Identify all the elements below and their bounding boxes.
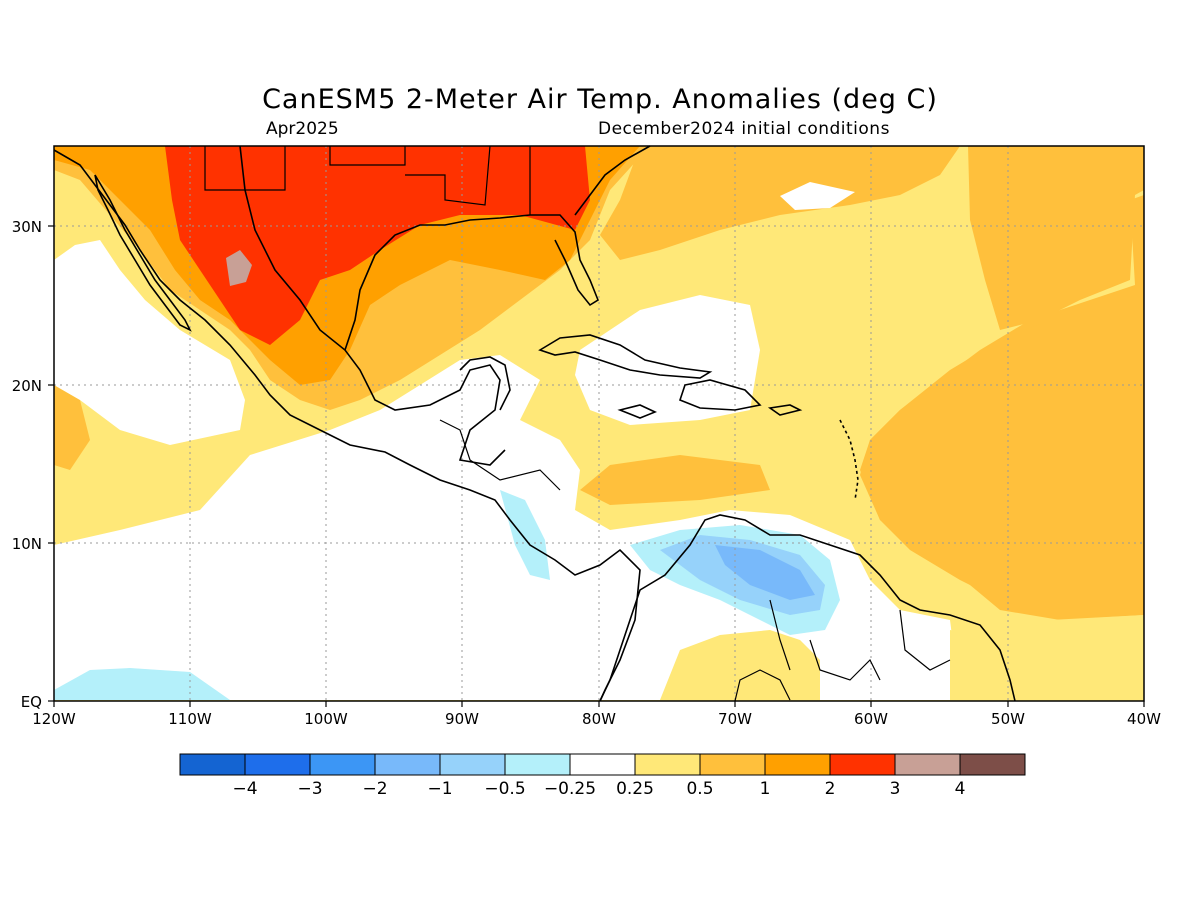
colorbar-swatch bbox=[374, 753, 441, 776]
colorbar-swatch bbox=[179, 753, 246, 776]
colorbar-swatch bbox=[439, 753, 506, 776]
initial-conditions: December2024 initial conditions bbox=[598, 119, 890, 139]
field-0p25-0p5-se bbox=[950, 615, 1144, 700]
field-neutral-greater-antilles bbox=[575, 295, 760, 425]
lon-label-40w: 40W bbox=[1127, 710, 1161, 728]
field-neg-small-pacific bbox=[54, 668, 230, 700]
colorbar-swatch bbox=[959, 753, 1026, 776]
lon-label-60w: 60W bbox=[854, 710, 888, 728]
lon-label-120w: 120W bbox=[32, 710, 76, 728]
colorbar-tick-label: −0.5 bbox=[484, 779, 525, 799]
lat-label-10n: 10N bbox=[12, 535, 42, 553]
colorbar-tick-label: −3 bbox=[297, 779, 322, 799]
colorbar-swatch bbox=[699, 753, 766, 776]
field-neutral-atlantic bbox=[780, 182, 855, 210]
field-0p5-1-pacific bbox=[54, 385, 90, 470]
field-2-3 bbox=[165, 146, 590, 345]
colorbar-swatch bbox=[894, 753, 961, 776]
colorbar-swatch bbox=[829, 753, 896, 776]
lon-label-80w: 80W bbox=[582, 710, 616, 728]
lon-label-50w: 50W bbox=[991, 710, 1025, 728]
colorbar-tick-label: 1 bbox=[760, 779, 771, 799]
graticule bbox=[54, 146, 1144, 701]
colorbar-tick-label: −1 bbox=[427, 779, 452, 799]
colorbar-tick-label: 4 bbox=[955, 779, 966, 799]
colorbar-tick-label: −2 bbox=[362, 779, 387, 799]
colorbar-swatch bbox=[764, 753, 831, 776]
field-0p5-1-caribbean bbox=[580, 455, 770, 505]
colorbar-swatch bbox=[634, 753, 701, 776]
colorbar-tick-label: 0.25 bbox=[616, 779, 654, 799]
lat-label-20n: 20N bbox=[12, 377, 42, 395]
anomaly-field bbox=[54, 146, 1144, 701]
field-over-3 bbox=[226, 250, 252, 286]
lat-label-eq: EQ bbox=[21, 693, 42, 711]
colorbar-swatch bbox=[244, 753, 311, 776]
field-neutral-pacific-north bbox=[54, 240, 245, 445]
lon-label-110w: 110W bbox=[168, 710, 212, 728]
valid-month: Apr2025 bbox=[266, 119, 339, 139]
field-neutral-central-america bbox=[54, 355, 960, 700]
lat-label-30n: 30N bbox=[12, 218, 42, 236]
lon-label-70w: 70W bbox=[718, 710, 752, 728]
coastlines bbox=[53, 145, 1016, 702]
colorbar-tick-label: 0.5 bbox=[686, 779, 713, 799]
field-0p25-0p5-south bbox=[660, 630, 820, 700]
field-neg-large bbox=[715, 545, 815, 600]
lon-label-100w: 100W bbox=[304, 710, 348, 728]
colorbar-swatch bbox=[569, 753, 636, 776]
colorbar-tick-label: 2 bbox=[825, 779, 836, 799]
map-title: CanESM5 2-Meter Air Temp. Anomalies (deg… bbox=[262, 84, 938, 115]
lon-label-90w: 90W bbox=[445, 710, 479, 728]
colorbar: −4 −3 −2 −1 −0.5 −0.25 0.25 0.5 1 2 3 4 bbox=[179, 753, 1026, 799]
colorbar-tick-label: −4 bbox=[232, 779, 257, 799]
colorbar-tick-label: −0.25 bbox=[544, 779, 596, 799]
field-0p5-1-atlantic bbox=[860, 285, 1144, 620]
tick-marks bbox=[48, 225, 1145, 707]
colorbar-swatch bbox=[504, 753, 571, 776]
colorbar-swatch bbox=[309, 753, 376, 776]
field-0p5-1-ne bbox=[968, 146, 1144, 330]
colorbar-tick-label: 3 bbox=[890, 779, 901, 799]
field-neg-small-panama bbox=[500, 490, 550, 580]
